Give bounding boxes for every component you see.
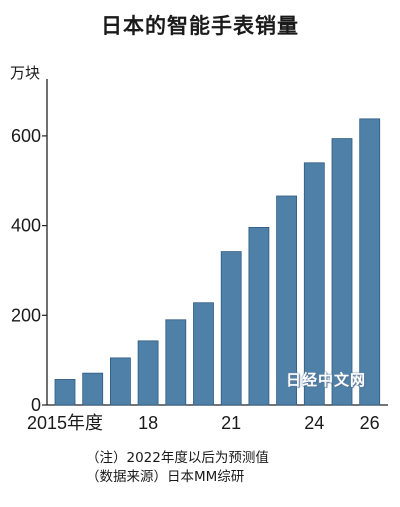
bar-2016 [82, 372, 104, 406]
chart-bars [54, 118, 381, 406]
x-tick-label: 24 [304, 413, 324, 433]
x-tick-label: 18 [138, 413, 158, 433]
y-tick-label: 600 [11, 126, 41, 146]
note-source: （数据来源）日本MM综研 [86, 469, 245, 485]
bar-2020 [193, 302, 214, 406]
x-tick-label: 21 [221, 413, 241, 433]
watermark-nikkei: 日经中文网 [286, 371, 367, 389]
chart-axes [42, 79, 388, 406]
note-forecast: （注）2022年度以后为预测值 [86, 450, 269, 466]
bar-2019 [165, 319, 187, 406]
x-axis-tick-labels: 2015年度 18 21 24 26 [27, 413, 380, 433]
bar-2026 [359, 118, 381, 406]
y-axis-unit-label: 万块 [10, 64, 40, 82]
y-tick-label: 200 [11, 305, 41, 325]
bar-2021 [220, 251, 242, 406]
bar-2024 [303, 162, 325, 406]
y-tick-label: 400 [11, 216, 41, 236]
chart-notes: （注）2022年度以后为预测值 （数据来源）日本MM综研 [86, 449, 269, 487]
y-tick-label: 0 [31, 395, 41, 415]
y-axis-tick-labels: 0 200 400 600 [11, 126, 41, 415]
bar-chart: 0 200 400 600 2015年度 18 21 24 26 万块 [10, 64, 388, 433]
x-tick-label: 2015年度 [27, 413, 103, 433]
bar-2025 [331, 138, 353, 406]
bar-2022 [248, 226, 270, 406]
x-tick-label: 26 [360, 413, 380, 433]
bar-2023 [276, 195, 298, 406]
bar-2015 [54, 379, 76, 406]
bar-2018 [137, 340, 159, 406]
chart-title: 日本的智能手表销量 [101, 14, 299, 38]
bar-2017 [110, 357, 131, 406]
